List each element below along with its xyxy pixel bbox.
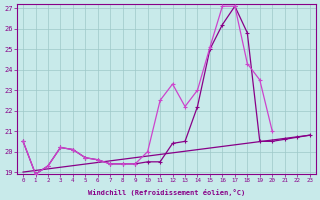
X-axis label: Windchill (Refroidissement éolien,°C): Windchill (Refroidissement éolien,°C) — [88, 189, 245, 196]
